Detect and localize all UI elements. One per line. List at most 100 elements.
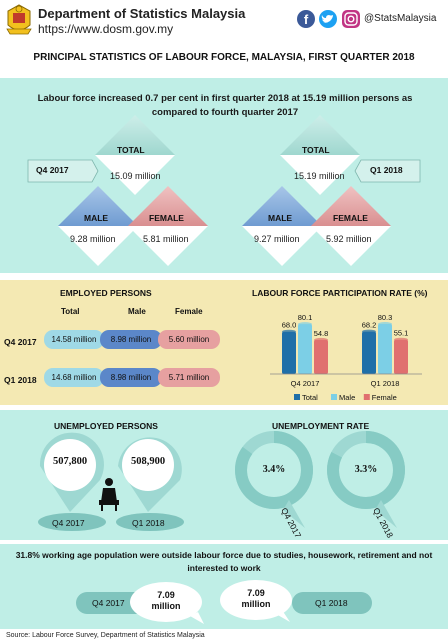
unemployment-rate-title: UNEMPLOYMENT RATE [272, 421, 370, 431]
q1-female-label: FEMALE [333, 213, 368, 223]
lfpr-legend-swatch-female [363, 394, 370, 400]
svg-text:f: f [304, 12, 309, 27]
lfpr-bar-male-1 [298, 324, 312, 374]
q1-outside-label: Q1 2018 [315, 598, 348, 608]
q4-outside-label: Q4 2017 [92, 598, 125, 608]
twitter-icon[interactable] [319, 10, 337, 28]
unemployed-title: UNEMPLOYED PERSONS [54, 421, 158, 431]
employed-row2-total: 14.68 million [44, 368, 104, 387]
q4-unemployed-label: Q4 2017 [52, 518, 85, 528]
lfpr-legend-label-male: Male [339, 393, 355, 402]
q4-total-label: TOTAL [117, 145, 145, 155]
lfpr-legend-swatch-male [331, 394, 337, 400]
q4-male-diamond [58, 186, 138, 266]
q4-male-value: 9.28 million [70, 234, 116, 244]
lfpr-bar-top-female-1 [314, 337, 328, 342]
q1-outside-value: 7.09 million [230, 588, 282, 610]
employed-row2-female: 5.71 million [158, 368, 220, 387]
q1-period-label: Q1 2018 [370, 165, 403, 175]
q4-period-label: Q4 2017 [36, 165, 69, 175]
lfpr-bar-total-2 [362, 331, 376, 374]
q1-ring-tail [375, 500, 397, 528]
lfpr-bar-male-2 [378, 324, 392, 374]
employed-row1-female: 5.60 million [158, 330, 220, 349]
q1-male-label: MALE [268, 213, 293, 223]
q4-unemployment-rate-ring [235, 431, 313, 509]
q4-ring-tail [283, 500, 305, 528]
page-title: PRINCIPAL STATISTICS OF LABOUR FORCE, MA… [33, 52, 415, 63]
q1-male-value: 9.27 million [254, 234, 300, 244]
ring-q1-level-arc [327, 431, 405, 509]
lfpr-bar-top-total-1 [282, 329, 296, 334]
lfpr-data-label-total-1: 68.0 [282, 321, 297, 330]
outside-graphics [76, 580, 372, 624]
department-name: Department of Statistics Malaysia [38, 6, 246, 21]
q1-base-plate [116, 513, 184, 531]
unemployed-person-icon [99, 478, 119, 511]
lfpr-category-label-1: Q4 2017 [291, 379, 320, 388]
source-footer: Source: Labour Force Survey, Department … [6, 632, 205, 639]
q4-tag-shape [27, 159, 99, 183]
q1-unemployment-rate-ring [327, 431, 405, 509]
facebook-icon[interactable]: f [297, 10, 315, 28]
outside-labour-force-section [0, 544, 448, 629]
q4-outside-bubble [130, 582, 202, 622]
employed-row2-period: Q1 2018 [4, 375, 37, 385]
q1-total-diamond [280, 115, 360, 195]
q1-outside-value-unit: million [241, 599, 271, 609]
employed-col-female: Female [175, 307, 203, 316]
lfpr-data-label-total-2: 68.2 [362, 321, 377, 330]
q1-female-diamond [311, 186, 391, 266]
q4-location-pin [39, 432, 104, 512]
q4-total-value: 15.09 million [110, 171, 161, 181]
q4-female-value: 5.81 million [143, 234, 189, 244]
employed-row1-total: 14.58 million [44, 330, 104, 349]
q1-unemployed-value: 508,900 [130, 456, 166, 467]
employed-title: EMPLOYED PERSONS [60, 288, 152, 298]
lfpr-bar-top-female-2 [394, 337, 408, 342]
labour-force-diamonds [27, 115, 421, 266]
lfpr-bar-female-1 [314, 339, 328, 374]
q1-unemployment-rate: 3.3% [354, 464, 378, 475]
lfpr-data-label-male-2: 80.3 [378, 313, 393, 322]
q1-female-value: 5.92 million [326, 234, 372, 244]
header [0, 0, 448, 44]
lfpr-chart-title: LABOUR FORCE PARTICIPATION RATE (%) [252, 288, 428, 298]
q1-location-pin [118, 437, 182, 512]
lfpr-bar-top-male-2 [378, 322, 392, 327]
q1-unemployed-label: Q1 2018 [132, 518, 165, 528]
q1-tag-shape [354, 159, 421, 183]
q1-male-diamond [242, 186, 322, 266]
employed-row2-male: 8.98 million [100, 368, 162, 387]
employed-row1-period: Q4 2017 [4, 337, 37, 347]
q4-female-label: FEMALE [149, 213, 184, 223]
lfpr-legend-label-total: Total [302, 393, 318, 402]
unemployment-graphics [38, 431, 405, 531]
q4-unemployed-value: 507,800 [52, 456, 88, 467]
q4-outside-value-unit: million [151, 601, 181, 611]
lfpr-data-label-female-1: 54.8 [314, 329, 329, 338]
employed-row1-male: 8.98 million [100, 330, 162, 349]
employed-col-total: Total [61, 307, 80, 316]
q4-male-label: MALE [84, 213, 109, 223]
lfpr-data-label-female-2: 55.1 [394, 329, 409, 338]
q1-outside-pill [292, 592, 372, 614]
lfpr-bar-total-1 [282, 331, 296, 374]
outside-headline: 31.8% working age population were outsid… [15, 550, 433, 573]
labour-force-headline: Labour force increased 0.7 per cent in f… [37, 93, 413, 118]
coat-of-arms-logo [6, 4, 32, 35]
employed-col-male: Male [128, 307, 146, 316]
lfpr-data-label-male-1: 80.1 [298, 313, 313, 322]
q4-base-plate [38, 513, 106, 531]
q4-outside-value-number: 7.09 [157, 590, 175, 600]
instagram-icon[interactable] [342, 10, 360, 28]
ring-q4-level-arc [235, 431, 313, 509]
lfpr-legend-label-female: Female [372, 393, 397, 402]
social-icons: f [297, 10, 360, 28]
q4-total-diamond [95, 115, 175, 195]
q1-outside-value-number: 7.09 [247, 588, 265, 598]
q4-female-diamond [128, 186, 208, 266]
website-link[interactable]: https://www.dosm.gov.my [38, 22, 174, 36]
q1-total-label: TOTAL [302, 145, 330, 155]
q4-outside-value: 7.09 million [140, 590, 192, 612]
